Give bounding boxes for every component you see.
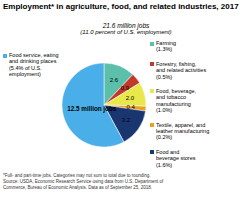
html-text:21.6 million jobs: 21.6 million jobs: [102, 22, 150, 29]
html-text:Food, beverage, and tobacco ma: Food, beverage, and tobacco manufacturin…: [156, 88, 197, 114]
html-text:Food service, eating and drink: Food service, eating and drinking places…: [9, 52, 59, 78]
html-text:(11.0 percent of U.S. employme: (11.0 percent of U.S. employment): [80, 29, 172, 35]
html-text:Forestry, fishing, and related: Forestry, fishing, and related activitie…: [156, 60, 207, 80]
html-text:*Full- and part-time jobs. Cat: *Full- and part-time jobs. Categories ma…: [3, 173, 164, 190]
svg-text:12.5 million jobs: 12.5 million jobs: [67, 105, 116, 113]
html-text:Employment* in agriculture, fo: Employment* in agriculture, food, and re…: [3, 2, 239, 11]
svg-text:0.9: 0.9: [121, 85, 130, 91]
svg-text:0.4: 0.4: [127, 104, 136, 110]
svg-text:2.6: 2.6: [110, 77, 119, 83]
svg-text:2.0: 2.0: [126, 95, 135, 101]
html-text:Textile, apparel, and leather: Textile, apparel, and leather manufactur…: [156, 121, 210, 141]
svg-text:3.2: 3.2: [122, 117, 131, 123]
html-text:Food and beverage stores (1.6%: Food and beverage stores (1.6%): [156, 148, 196, 168]
html-text:Farming (1.3%): Farming (1.3%): [156, 40, 177, 53]
